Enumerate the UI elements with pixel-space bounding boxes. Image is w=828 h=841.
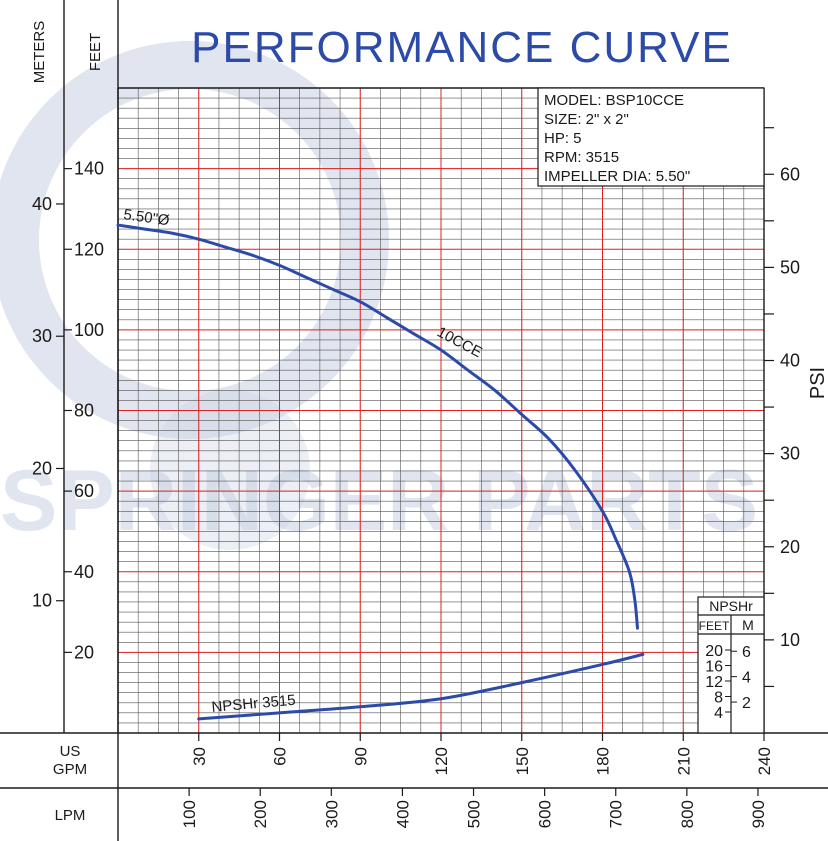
npshr-feet-tick-label: 4 xyxy=(714,705,723,722)
meters-axis-label: METERS xyxy=(31,21,48,84)
lpm-tick-label: 900 xyxy=(749,800,768,828)
lpm-tick-label: 300 xyxy=(322,800,341,828)
feet-tick-label: 60 xyxy=(74,481,94,501)
gpm-tick-label: 210 xyxy=(674,747,693,775)
gpm-tick-label: 30 xyxy=(190,747,209,766)
feet-tick-label: 100 xyxy=(74,320,104,340)
axis-labels: METERS FEET PSI US GPM LPM xyxy=(31,21,828,824)
psi-tick-label: 30 xyxy=(780,444,800,464)
lpm-tick-label: 600 xyxy=(536,800,555,828)
meters-ticks: 10 20 30 40 xyxy=(32,194,64,611)
psi-tick-label: 20 xyxy=(780,537,800,557)
npshr-feet-tick-label: 16 xyxy=(705,659,723,676)
psi-tick-label: 50 xyxy=(780,257,800,277)
npshr-meters-label: M xyxy=(742,617,754,633)
meters-tick-label: 30 xyxy=(32,326,52,346)
gpm-tick-label: 150 xyxy=(513,747,532,775)
info-impeller: IMPELLER DIA: 5.50" xyxy=(544,168,690,185)
gpm-axis-label-2: GPM xyxy=(53,761,87,778)
psi-tick-label: 10 xyxy=(780,630,800,650)
npshr-feet-tick-label: 12 xyxy=(705,674,723,691)
info-box: MODEL: BSP10CCE SIZE: 2" x 2" HP: 5 RPM:… xyxy=(537,87,765,187)
meters-tick-label: 20 xyxy=(32,458,52,478)
feet-tick-label: 80 xyxy=(74,401,94,421)
gpm-tick-label: 90 xyxy=(351,747,370,766)
npshr-meters-tick-label: 2 xyxy=(742,695,751,712)
chart-title: PERFORMANCE CURVE xyxy=(191,23,733,72)
feet-tick-label: 140 xyxy=(74,159,104,179)
lpm-axis-label: LPM xyxy=(55,807,86,824)
curves xyxy=(116,223,645,721)
psi-axis-label: PSI xyxy=(807,367,828,399)
psi-ticks: 10 20 30 40 50 60 xyxy=(764,127,800,688)
npshr-scale-title: NPSHr xyxy=(709,598,753,614)
gpm-tick-label: 240 xyxy=(755,747,774,775)
npshr-curve xyxy=(197,652,645,721)
gpm-tick-label: 120 xyxy=(432,747,451,775)
lpm-tick-label: 400 xyxy=(393,800,412,828)
npshr-feet-tick-label: 20 xyxy=(705,643,723,660)
lpm-tick-label: 100 xyxy=(180,800,199,828)
meters-tick-label: 40 xyxy=(32,194,52,214)
psi-tick-label: 40 xyxy=(780,351,800,371)
feet-axis-label: FEET xyxy=(87,33,104,71)
watermark-gear xyxy=(150,390,310,550)
feet-tick-label: 40 xyxy=(74,562,94,582)
feet-tick-label: 20 xyxy=(74,642,94,662)
lpm-tick-label: 800 xyxy=(678,800,697,828)
gpm-ticks: 30 60 90 120 150 180 210 240 xyxy=(190,733,774,775)
npshr-feet-tick-label: 8 xyxy=(714,690,723,707)
psi-tick-label: 60 xyxy=(780,164,800,184)
npshr-feet-label: FEET xyxy=(699,619,730,633)
gpm-axis-label-1: US xyxy=(60,743,81,760)
info-size: SIZE: 2" x 2" xyxy=(544,111,629,128)
lpm-tick-label: 700 xyxy=(607,800,626,828)
feet-tick-label: 120 xyxy=(74,239,104,259)
lpm-ticks: 100 200 300 400 500 600 700 800 900 xyxy=(180,788,768,828)
series-label-10cce: 10CCE xyxy=(434,324,485,362)
lpm-tick-label: 500 xyxy=(465,800,484,828)
npshr-meters-tick-label: 6 xyxy=(742,644,751,661)
meters-tick-label: 10 xyxy=(32,591,52,611)
lpm-tick-label: 200 xyxy=(251,800,270,828)
gpm-tick-label: 180 xyxy=(594,747,613,775)
watermark-ring xyxy=(0,41,389,439)
info-hp: HP: 5 xyxy=(544,130,582,147)
impeller-curve-label: 5.50"Ø xyxy=(122,206,170,229)
feet-ticks: 20 40 60 80 100 120 140 xyxy=(64,159,104,662)
gpm-tick-label: 60 xyxy=(271,747,290,766)
info-rpm: RPM: 3515 xyxy=(544,149,619,166)
head-curve-10cce xyxy=(116,223,639,630)
npshr-meters-tick-label: 4 xyxy=(742,670,751,687)
info-model: MODEL: BSP10CCE xyxy=(544,92,684,109)
